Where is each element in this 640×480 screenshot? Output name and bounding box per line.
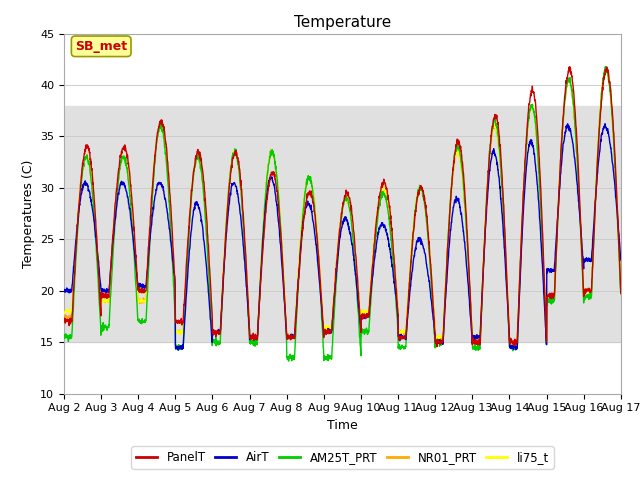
Legend: PanelT, AirT, AM25T_PRT, NR01_PRT, li75_t: PanelT, AirT, AM25T_PRT, NR01_PRT, li75_… [131, 446, 554, 469]
Bar [64, 106, 621, 342]
Y-axis label: Temperatures (C): Temperatures (C) [22, 159, 35, 268]
Text: SB_met: SB_met [75, 40, 127, 53]
X-axis label: Time: Time [327, 419, 358, 432]
Title: Temperature: Temperature [294, 15, 391, 30]
